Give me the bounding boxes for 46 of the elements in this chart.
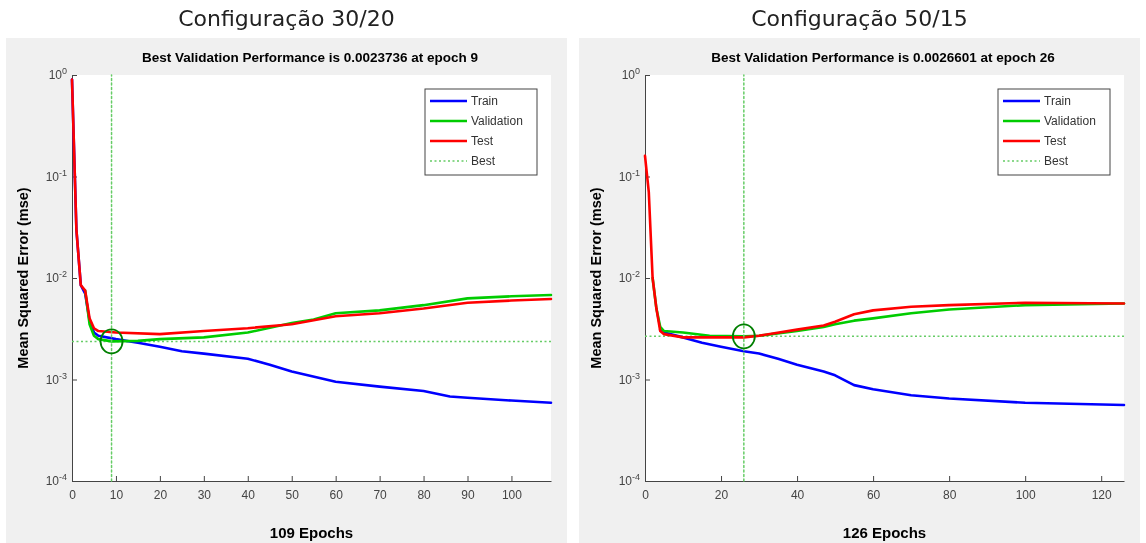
legend-label: Test bbox=[471, 134, 494, 148]
x-tick-label: 50 bbox=[285, 487, 300, 502]
y-axis-title: Mean Squared Error (mse) bbox=[15, 187, 31, 369]
legend-label: Best bbox=[1044, 154, 1069, 168]
y-tick-label: 10$^{-2}$ bbox=[45, 269, 67, 286]
legend-label: Train bbox=[1044, 94, 1071, 108]
x-tick-label: 10 bbox=[109, 487, 124, 502]
y-tick-label: 10$^{-1}$ bbox=[618, 167, 640, 184]
x-axis-title: 126 Epochs bbox=[842, 524, 927, 541]
y-tick-label: 10$^{0}$ bbox=[48, 66, 67, 83]
x-tick-label: 80 bbox=[417, 487, 432, 502]
x-tick-label: 100 bbox=[501, 487, 523, 502]
y-tick-label: 10$^{-3}$ bbox=[618, 370, 640, 387]
x-tick-label: 40 bbox=[790, 487, 805, 502]
y-tick-label: 10$^{-4}$ bbox=[45, 472, 67, 489]
legend-label: Test bbox=[1044, 134, 1067, 148]
y-tick-label: 10$^{-4}$ bbox=[618, 472, 640, 489]
legend-label: Best bbox=[471, 154, 496, 168]
line-series bbox=[70, 78, 553, 336]
y-tick-label: 10$^{-3}$ bbox=[45, 370, 67, 387]
x-tick-label: 60 bbox=[866, 487, 881, 502]
chart-subtitle: Best Validation Performance is 0.0026601 at epoch 26 bbox=[711, 50, 1056, 65]
chart-title: Configuração 30/20 bbox=[178, 6, 395, 31]
y-axis-title: Mean Squared Error (mse) bbox=[588, 187, 604, 369]
x-tick-label: 0 bbox=[69, 487, 77, 502]
x-tick-label: 70 bbox=[373, 487, 388, 502]
x-tick-label: 40 bbox=[241, 487, 256, 502]
x-axis-title: 109 Epochs bbox=[269, 524, 354, 541]
legend-label: Validation bbox=[471, 114, 523, 128]
x-tick-label: 60 bbox=[329, 487, 344, 502]
x-tick-label: 30 bbox=[197, 487, 212, 502]
y-tick-label: 10$^{-1}$ bbox=[45, 167, 67, 184]
line-series bbox=[643, 154, 1126, 339]
x-tick-label: 20 bbox=[714, 487, 729, 502]
x-tick-label: 120 bbox=[1091, 487, 1113, 502]
chart-subtitle: Best Validation Performance is 0.0023736 at epoch 9 bbox=[141, 50, 479, 65]
x-tick-label: 20 bbox=[153, 487, 168, 502]
x-tick-label: 100 bbox=[1015, 487, 1036, 502]
legend-label: Validation bbox=[1044, 114, 1096, 128]
x-tick-label: 90 bbox=[461, 487, 475, 502]
x-tick-label: 80 bbox=[942, 487, 957, 502]
x-tick-label: 0 bbox=[642, 487, 650, 502]
y-tick-label: 10$^{-2}$ bbox=[618, 269, 640, 286]
y-tick-label: 10$^{0}$ bbox=[621, 66, 640, 83]
legend-label: Train bbox=[471, 94, 498, 108]
chart-title: Configuração 50/15 bbox=[751, 6, 968, 31]
